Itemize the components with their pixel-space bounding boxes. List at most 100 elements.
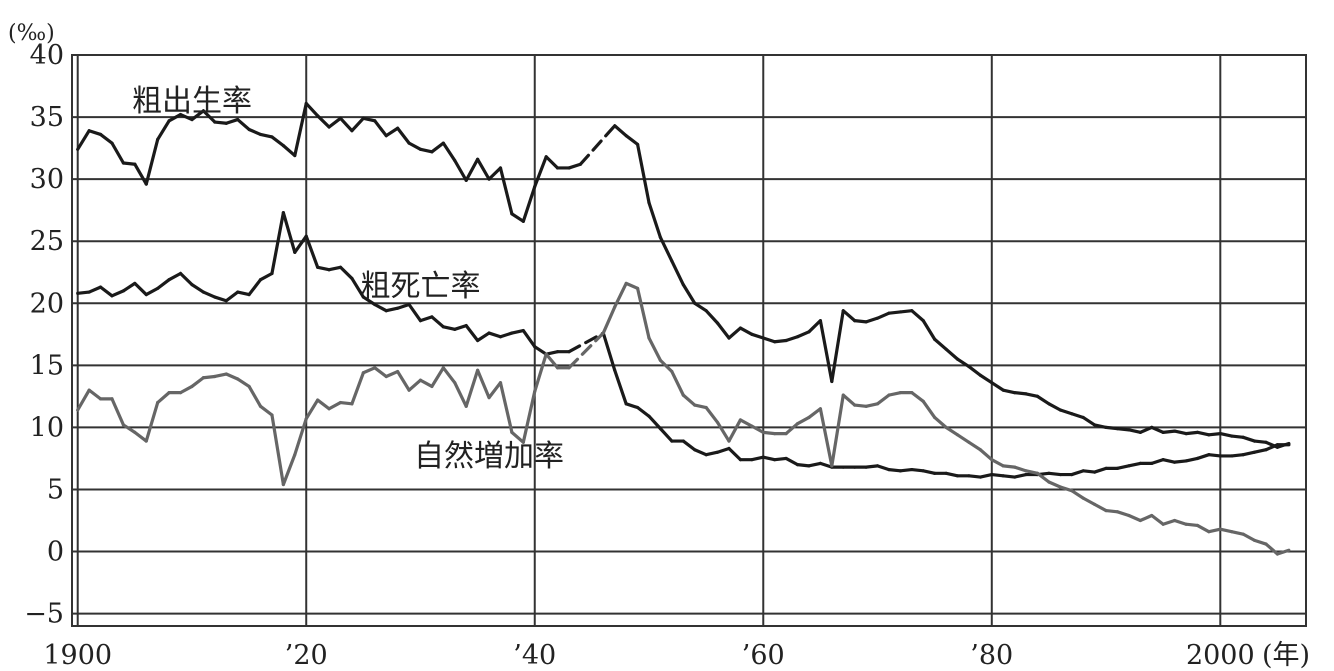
series-segment [87, 285, 103, 294]
series-segment [1070, 489, 1085, 500]
series-segment [1264, 542, 1280, 556]
series-segment [544, 155, 560, 170]
series-segment [1207, 527, 1222, 534]
series-segment [430, 141, 445, 154]
series-segment [887, 391, 902, 397]
series-segment [784, 335, 800, 343]
series-segment [681, 439, 697, 452]
series-segment [87, 388, 103, 401]
series-segment [1115, 464, 1131, 470]
series-segment [841, 309, 857, 323]
series-segment [898, 467, 914, 473]
series-segment [635, 142, 651, 205]
series-segment [1013, 472, 1028, 479]
series-segment [224, 290, 240, 303]
series-segment [190, 109, 205, 122]
series-segment [1218, 527, 1234, 534]
series-segment [613, 368, 628, 406]
y-axis-unit-label: (‰) [8, 21, 55, 46]
series-segment [327, 265, 343, 272]
y-tick-label: 0 [47, 537, 64, 568]
series-segment [201, 374, 217, 380]
series-segment [156, 391, 171, 405]
plot-frame [71, 54, 1307, 627]
series-segment [316, 398, 331, 411]
series-segment [830, 309, 845, 384]
x-axis-tick-labels: 1900 ’20 ’40 ’60 ’80 2000 [43, 640, 1254, 671]
series-segment [955, 357, 971, 369]
series-segment [464, 368, 480, 408]
series-segment [841, 393, 857, 407]
series-segment [178, 112, 194, 122]
series-segment [373, 119, 388, 138]
series-segment [853, 403, 868, 408]
series-segment [784, 456, 800, 467]
series-segment [955, 433, 971, 444]
series-segment [773, 338, 788, 344]
series-segment [1173, 429, 1188, 436]
series-segment [1093, 423, 1108, 429]
series-segment [578, 124, 617, 166]
series-segment [396, 302, 411, 310]
series-segment [373, 366, 388, 379]
series-segment [121, 423, 137, 434]
series-segment [316, 114, 331, 129]
series-segment [990, 472, 1005, 478]
series-segment [167, 271, 183, 282]
series-segment [910, 467, 925, 473]
series-segment [1047, 471, 1062, 477]
series-segment [921, 399, 937, 420]
series-segment [761, 455, 777, 462]
series-segment [967, 440, 982, 452]
series-segment [270, 135, 285, 148]
series-segment [795, 463, 811, 468]
y-tick-label: 35 [30, 102, 64, 133]
series-segment [407, 302, 423, 323]
series-segment [418, 378, 434, 389]
series-segment [487, 381, 503, 400]
series-segment [624, 402, 640, 410]
series-segment [875, 464, 891, 472]
series-lines [76, 101, 1291, 556]
series-segment [396, 369, 411, 392]
series-segment [167, 112, 183, 123]
series-segment [693, 403, 708, 410]
series-segment [944, 471, 960, 478]
series-segment [190, 376, 205, 389]
series-segment [1047, 402, 1062, 412]
series-segment [784, 422, 800, 436]
series-segment [658, 235, 674, 263]
series-segment [967, 474, 982, 479]
series-segment [1241, 435, 1257, 443]
series-segment [327, 116, 343, 129]
y-tick-label: 30 [30, 164, 64, 195]
x-tick-label: ’40 [513, 640, 556, 671]
series-segment [567, 331, 605, 370]
series-segment [178, 271, 194, 287]
series-segment [1047, 480, 1062, 489]
series-segment [213, 295, 228, 303]
series-segment [87, 129, 103, 137]
series-segment [476, 331, 491, 343]
series-segment [1275, 548, 1291, 556]
series-segment [281, 144, 297, 158]
series-segment [1001, 474, 1017, 479]
series-segment [681, 283, 697, 305]
series-segment [807, 407, 822, 420]
series-segment [818, 461, 834, 469]
series-segment [1115, 510, 1131, 518]
series-segment [304, 398, 320, 421]
series-segment [316, 265, 331, 272]
series-segment [1161, 458, 1177, 464]
series-segment [887, 467, 902, 473]
series-segment [1013, 465, 1028, 473]
series-segment [510, 328, 525, 335]
series-segment [1024, 469, 1040, 475]
y-tick-label: 5 [47, 474, 64, 505]
series-segment [704, 405, 720, 425]
series-segment [350, 276, 365, 299]
series-segment [864, 464, 880, 469]
series-segment [613, 281, 628, 309]
series-segment [498, 381, 514, 434]
series-segment [1127, 428, 1142, 434]
